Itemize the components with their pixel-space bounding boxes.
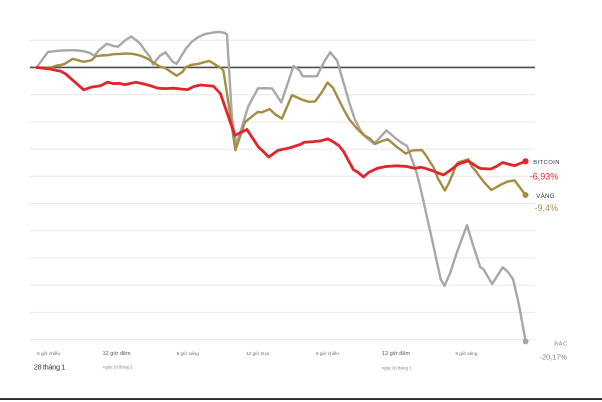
svg-text:28 tháng 1: 28 tháng 1 — [34, 363, 66, 372]
svg-text:-6,93%: -6,93% — [530, 171, 559, 181]
svg-text:6 giờ chiều: 6 giờ chiều — [37, 351, 60, 357]
svg-text:VÀNG: VÀNG — [536, 193, 555, 200]
svg-text:ngày 29 tháng 1: ngày 29 tháng 1 — [103, 364, 134, 369]
svg-text:-9,4%: -9,4% — [535, 203, 559, 213]
svg-text:12 giờ đêm: 12 giờ đêm — [102, 351, 131, 357]
svg-text:ngày 30 tháng 1: ngày 30 tháng 1 — [382, 365, 413, 370]
svg-text:-20,17%: -20,17% — [540, 352, 568, 361]
svg-text:6 giờ sáng: 6 giờ sáng — [455, 351, 477, 357]
svg-text:6 giờ chiều: 6 giờ chiều — [316, 351, 339, 357]
svg-text:12 giờ trưa: 12 giờ trưa — [246, 351, 269, 357]
svg-text:6 giờ sáng: 6 giờ sáng — [177, 351, 199, 357]
svg-text:BẠC: BẠC — [554, 341, 568, 347]
svg-text:BITCOIN: BITCOIN — [533, 160, 560, 166]
svg-text:12 giờ đêm: 12 giờ đêm — [382, 351, 411, 357]
